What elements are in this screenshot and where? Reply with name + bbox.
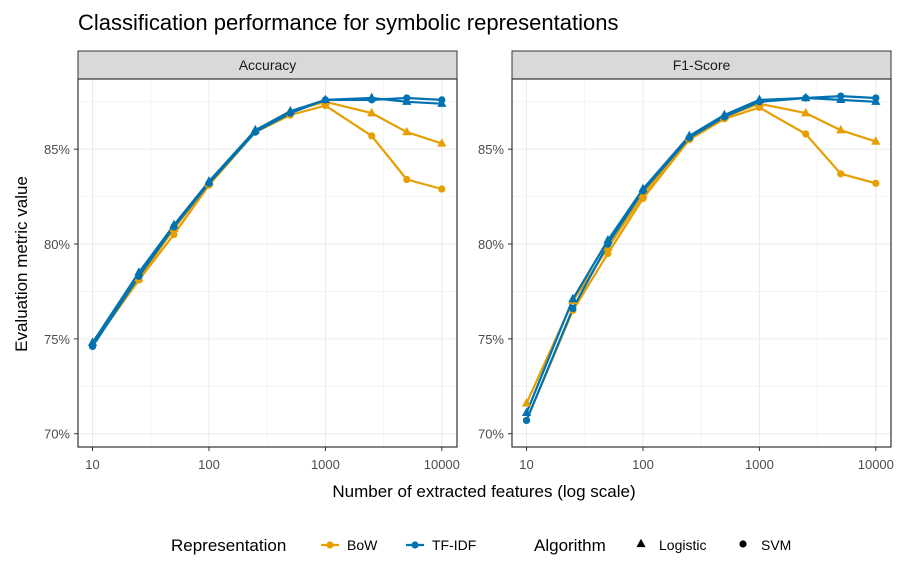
x-tick-label: 10000 [424, 457, 460, 472]
facet-strip-label: F1-Score [673, 57, 731, 73]
legend-label-tf-idf: TF-IDF [432, 537, 476, 553]
data-point-tf-idf-svm [368, 96, 376, 104]
panel-border [511, 78, 892, 448]
data-point-tf-idf-svm [569, 304, 577, 313]
y-tick-label: 85% [44, 142, 70, 157]
data-point-bow-svm [755, 103, 763, 112]
data-point-tf-idf-svm [604, 240, 612, 248]
data-point-bow-svm [802, 130, 810, 138]
panel-f1-score: F1-Score 70% 75% 80% 85% 10 100 1000 10000 [478, 50, 894, 472]
x-tick-label: 100 [198, 457, 220, 472]
series-line-tf-idf-svm [525, 94, 876, 421]
data-point-bow-svm [403, 175, 411, 184]
x-tick-label: 10 [519, 457, 533, 472]
data-point-bow-logistic [801, 107, 811, 117]
data-point-tf-idf-svm [802, 94, 810, 102]
data-point-bow-svm [170, 230, 178, 239]
legend: Representation Algorithm BoW TF-IDF Logist… [171, 536, 791, 555]
data-point-bow-svm [872, 179, 880, 187]
data-point-tf-idf-svm [403, 94, 411, 102]
data-point-bow-svm [368, 132, 376, 140]
x-tick-label: 1000 [311, 457, 340, 472]
data-point-tf-idf-svm [837, 92, 845, 100]
x-tick-label: 10 [85, 457, 99, 472]
y-tick-label: 70% [478, 427, 504, 442]
panel-accuracy: Accuracy 70% 75% 80% 85% 10 100 1000 10000 [44, 50, 460, 472]
data-point-bow-logistic [836, 124, 846, 134]
y-tick-label: 80% [44, 237, 70, 252]
facet-strip [77, 50, 458, 80]
y-tick-label: 85% [478, 142, 504, 157]
x-tick-label: 100 [632, 457, 654, 472]
data-point-bow-logistic [521, 398, 532, 407]
legend-key-circle [739, 540, 747, 548]
chart-title: Classification performance for symbolic … [78, 10, 618, 35]
series-line-bow-svm [525, 106, 877, 421]
legend-label-svm: SVM [761, 537, 791, 553]
y-tick-label: 75% [44, 332, 70, 347]
data-point-tf-idf-logistic [521, 407, 532, 417]
data-point-tf-idf-svm [438, 96, 446, 104]
facet-strip-label: Accuracy [239, 57, 297, 73]
data-point-tf-idf-logistic [568, 293, 578, 303]
data-point-bow-svm [639, 194, 647, 203]
y-tick-label: 75% [478, 332, 504, 347]
data-point-tf-idf-svm [720, 113, 728, 121]
data-point-bow-svm [604, 249, 612, 258]
data-point-bow-svm [321, 101, 329, 110]
legend-title-algorithm: Algorithm [534, 536, 606, 555]
x-tick-label: 1000 [745, 457, 774, 472]
legend-key-point [326, 541, 334, 549]
legend-title-representation: Representation [171, 536, 286, 555]
panel-border [77, 78, 458, 448]
data-point-tf-idf-svm [170, 223, 178, 231]
data-point-tf-idf-svm [872, 94, 880, 102]
data-point-tf-idf-svm [755, 98, 763, 106]
data-point-bow-logistic [367, 107, 377, 117]
y-tick-label: 70% [44, 427, 70, 442]
y-axis-title: Evaluation metric value [12, 176, 31, 352]
data-point-tf-idf-svm [639, 187, 647, 195]
data-point-tf-idf-svm [685, 134, 693, 142]
data-point-tf-idf-svm [251, 128, 259, 136]
x-tick-label: 10000 [858, 457, 894, 472]
data-point-tf-idf-svm [135, 272, 143, 280]
legend-label-bow: BoW [347, 537, 378, 553]
data-point-bow-svm [837, 170, 845, 178]
data-point-tf-idf-svm [522, 416, 531, 425]
data-point-bow-logistic [871, 136, 881, 145]
series-line-tf-idf-svm [91, 96, 442, 348]
x-axis-title: Number of extracted features (log scale) [332, 482, 635, 501]
legend-key-point [411, 541, 419, 549]
data-point-tf-idf-svm [286, 109, 294, 117]
data-point-bow-logistic [437, 138, 447, 147]
data-point-bow-logistic [402, 126, 412, 136]
legend-label-logistic: Logistic [659, 537, 706, 553]
y-tick-label: 80% [478, 237, 504, 252]
legend-key-triangle [636, 538, 646, 548]
data-point-bow-svm [438, 185, 446, 193]
series-line-tf-idf-logistic [525, 96, 876, 414]
data-point-tf-idf-svm [321, 96, 329, 104]
data-point-tf-idf-svm [88, 342, 97, 351]
facet-strip [511, 50, 892, 80]
data-point-tf-idf-svm [205, 179, 213, 187]
